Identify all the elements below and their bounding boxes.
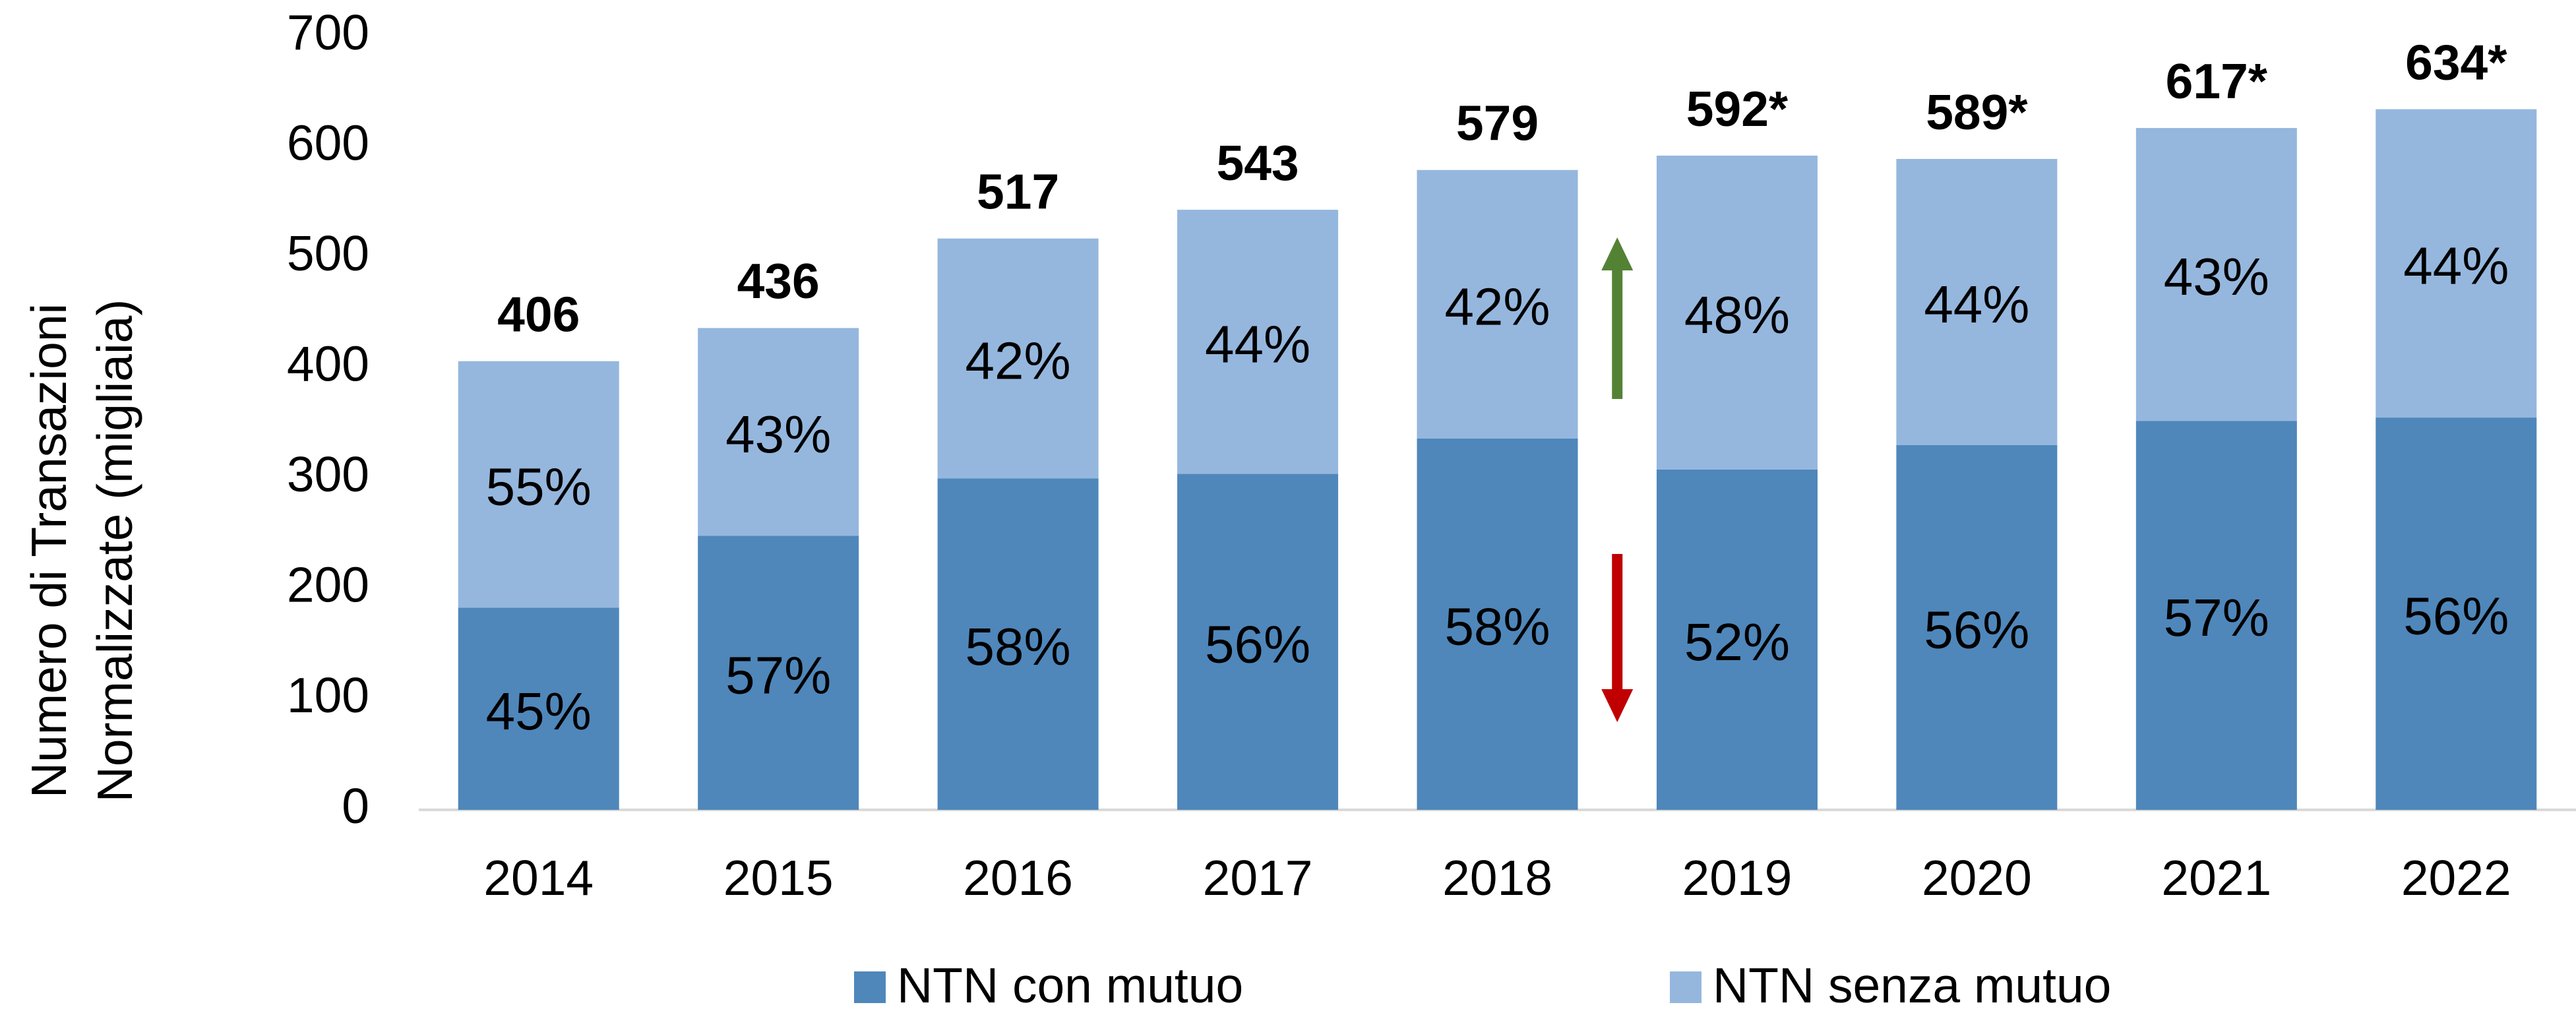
- bar-segment: [2376, 417, 2537, 810]
- y-tick-label: 200: [287, 557, 369, 613]
- total-label: 406: [497, 286, 580, 342]
- total-label: 592*: [1686, 81, 1789, 137]
- bar-segment: [1896, 445, 2058, 810]
- y-tick-label: 400: [287, 336, 369, 392]
- total-label: 617*: [2166, 53, 2268, 109]
- legend-swatch: [1670, 971, 1702, 1003]
- x-tick-label: 2019: [1682, 850, 1793, 905]
- bar-segment: [937, 238, 1099, 479]
- segment-label: 44%: [1924, 275, 2029, 334]
- bar-segment: [2135, 128, 2297, 421]
- bar-segment: [1177, 474, 1339, 810]
- segment-label: 56%: [2403, 587, 2509, 646]
- bar-segment: [937, 478, 1099, 810]
- bar-segment: [1417, 438, 1578, 810]
- total-label: 436: [737, 253, 820, 309]
- y-tick-label: 600: [287, 115, 369, 170]
- segment-label: 52%: [1684, 613, 1790, 671]
- segment-label: 55%: [486, 458, 592, 516]
- bar-segment: [1417, 169, 1578, 439]
- bar-segment: [1896, 159, 2058, 446]
- x-tick-label: 2020: [1922, 850, 2032, 905]
- x-tick-label: 2022: [2401, 850, 2511, 905]
- y-tick-label: 300: [287, 446, 369, 502]
- segment-label: 56%: [1924, 601, 2029, 659]
- bar-segment: [2376, 109, 2537, 418]
- segment-label: 56%: [1205, 615, 1310, 673]
- segment-label: 58%: [1444, 597, 1550, 656]
- y-axis-title: Normalizzate (migliaia): [87, 299, 142, 803]
- total-label: 634*: [2405, 34, 2507, 90]
- bar-segment: [1656, 469, 1818, 810]
- total-label: 543: [1216, 135, 1299, 191]
- y-tick-label: 700: [287, 5, 369, 60]
- bar-segment: [458, 361, 619, 608]
- segment-label: 43%: [725, 405, 831, 464]
- total-label: 517: [977, 164, 1059, 219]
- bar-segment: [458, 607, 619, 810]
- bar-segment: [1656, 155, 1818, 470]
- total-label: 589*: [1926, 84, 2028, 140]
- legend-label: NTN senza mutuo: [1713, 958, 2111, 1011]
- segment-label: 43%: [2164, 247, 2269, 306]
- total-label: 579: [1456, 96, 1539, 151]
- bar-segment: [698, 536, 859, 810]
- y-axis-title: Numero di Transazioni: [21, 303, 77, 798]
- segment-label: 42%: [966, 332, 1071, 390]
- segment-label: 45%: [486, 682, 592, 741]
- segment-label: 58%: [966, 617, 1071, 676]
- x-tick-label: 2017: [1203, 850, 1313, 905]
- y-tick-label: 0: [342, 778, 369, 834]
- x-tick-label: 2021: [2161, 850, 2271, 905]
- x-tick-label: 2014: [483, 850, 594, 905]
- y-tick-label: 500: [287, 226, 369, 281]
- bar-segment: [2135, 421, 2297, 810]
- y-tick-label: 100: [287, 667, 369, 723]
- x-tick-label: 2016: [963, 850, 1073, 905]
- legend-swatch: [854, 971, 886, 1003]
- segment-label: 48%: [1684, 286, 1790, 344]
- x-tick-label: 2015: [723, 850, 834, 905]
- arrow-up-head: [1601, 237, 1634, 270]
- segment-label: 44%: [1205, 315, 1310, 373]
- segment-label: 57%: [2164, 588, 2269, 647]
- segment-label: 44%: [2403, 236, 2509, 295]
- bar-segment: [698, 328, 859, 536]
- segment-label: 42%: [1444, 277, 1550, 336]
- bar-segment: [1177, 210, 1339, 474]
- x-tick-label: 2018: [1442, 850, 1552, 905]
- legend-label: NTN con mutuo: [897, 958, 1243, 1011]
- segment-label: 57%: [725, 646, 831, 704]
- arrow-down-head: [1601, 689, 1634, 722]
